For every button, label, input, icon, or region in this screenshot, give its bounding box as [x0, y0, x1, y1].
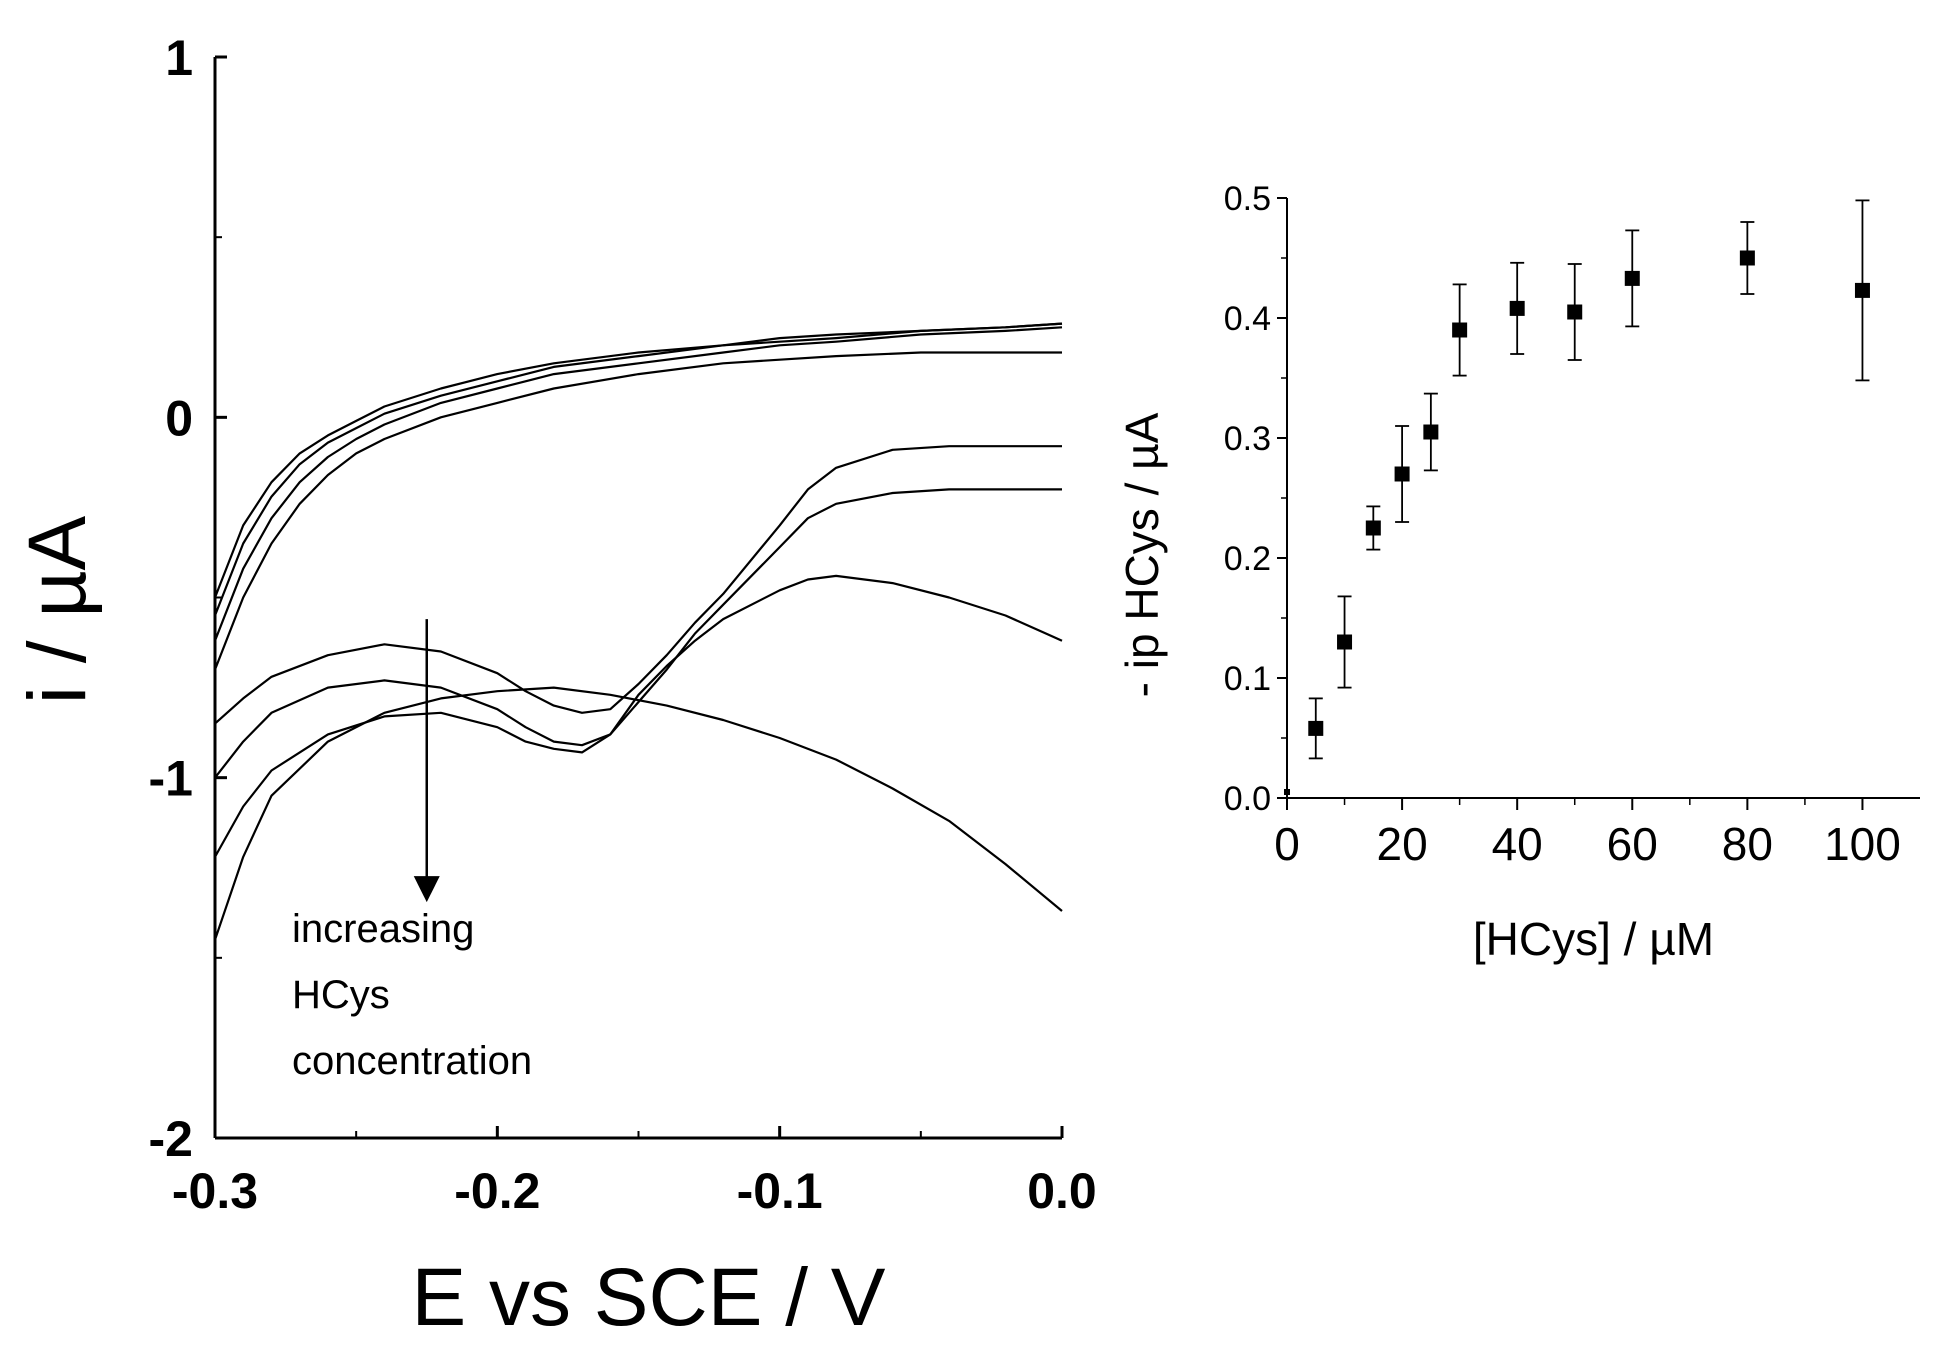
data-point — [1739, 250, 1755, 266]
y-tick-label: 0.4 — [1224, 300, 1271, 338]
y-axis-label: - ip HCys / µA — [1116, 412, 1168, 697]
annotation-text: HCys — [292, 973, 390, 1017]
data-point — [1567, 304, 1583, 320]
y-tick-label: 0.5 — [1224, 180, 1271, 218]
annotation-text: concentration — [292, 1039, 532, 1083]
x-tick-label: -0.3 — [172, 1163, 258, 1219]
voltammogram-curve-3 — [213, 326, 1063, 642]
x-tick-label: 40 — [1492, 818, 1543, 870]
y-tick-label: 1 — [165, 30, 193, 86]
x-tick-label: 60 — [1607, 818, 1658, 870]
x-tick-label: 80 — [1722, 818, 1773, 870]
calibration-chart: 0.0 0.1 0.2 0.3 0.4 0.5 0 20 40 60 80 100 [HCys] / µ… — [1116, 180, 1920, 965]
voltammogram-curve-6 — [214, 488, 1062, 779]
y-tick-label: 0.2 — [1224, 540, 1271, 578]
y-tick-label: 0.0 — [1224, 780, 1271, 818]
x-tick-label: 20 — [1377, 818, 1428, 870]
data-point — [1509, 300, 1525, 316]
data-point — [1365, 520, 1381, 536]
voltammogram-curve-4 — [213, 351, 1062, 671]
data-point — [1452, 322, 1468, 338]
y-axis-label: i / µA — [12, 515, 103, 704]
x-tick-label: -0.1 — [737, 1163, 823, 1219]
x-tick-label: -0.2 — [454, 1163, 540, 1219]
data-point — [1624, 270, 1640, 286]
y-tick-label: -2 — [149, 1111, 193, 1167]
x-tick-label: 0 — [1274, 818, 1300, 870]
voltammogram-curve-7 — [214, 574, 1063, 858]
data-point — [1854, 282, 1870, 298]
annotation-arrow-head — [413, 876, 440, 903]
y-tick-label: 0.3 — [1224, 420, 1271, 458]
data-point — [1284, 789, 1290, 795]
data-point — [1337, 634, 1353, 650]
annotation-text: increasing — [292, 907, 474, 951]
voltammogram-chart: -2 -1 0 1 -0.3 -0.2 -0.1 0.0 E vs SCE / V i / µA i… — [12, 30, 1097, 1343]
voltammogram-curve-2 — [213, 322, 1063, 616]
data-point — [1308, 720, 1324, 736]
voltammogram-curve-5 — [214, 445, 1062, 725]
voltammogram-curve-1 — [213, 322, 1063, 598]
x-axis-label: [HCys] / µM — [1473, 913, 1714, 965]
x-tick-label: 0.0 — [1027, 1163, 1097, 1219]
data-point — [1394, 466, 1410, 482]
y-tick-label: 0.1 — [1224, 660, 1271, 698]
y-tick-label: -1 — [149, 751, 193, 807]
voltammogram-curve-8 — [213, 686, 1063, 941]
y-tick-label: 0 — [165, 390, 193, 446]
data-point — [1423, 424, 1439, 440]
x-axis-label: E vs SCE / V — [412, 1252, 886, 1343]
x-tick-label: 100 — [1824, 818, 1901, 870]
